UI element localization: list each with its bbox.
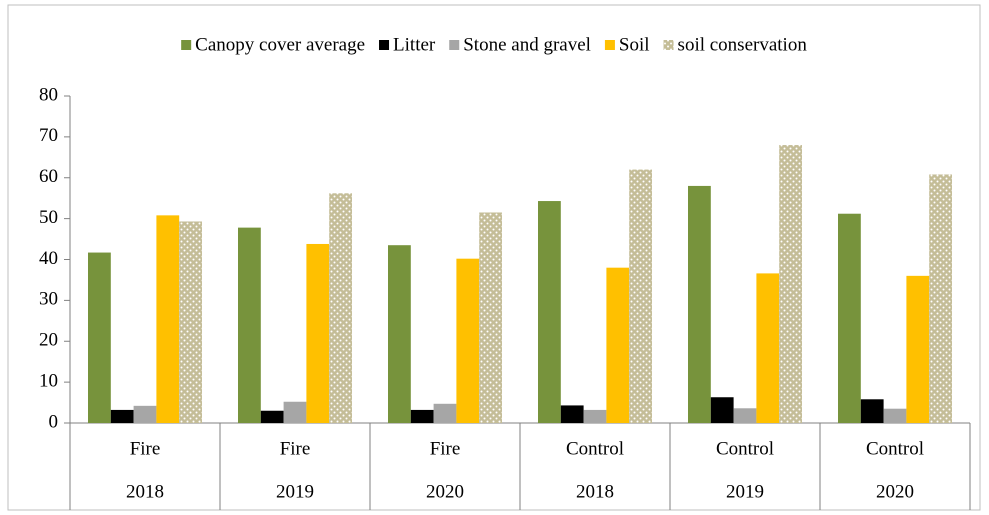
legend-swatch <box>449 40 460 50</box>
y-tick-label: 0 <box>49 411 59 432</box>
bar <box>606 267 630 423</box>
y-tick-label: 60 <box>39 166 58 187</box>
y-tick-label: 10 <box>39 370 58 391</box>
bar <box>779 145 802 424</box>
y-tick-label: 30 <box>39 289 58 310</box>
x-tick-label: 2019 <box>726 481 764 502</box>
bar <box>156 215 180 423</box>
legend-swatch <box>604 40 615 50</box>
x-tick-label: Control <box>866 438 924 459</box>
bar <box>456 258 480 423</box>
bar <box>110 409 134 423</box>
bar <box>688 185 711 423</box>
bar <box>179 221 202 423</box>
bar <box>306 243 330 423</box>
y-tick-label: 40 <box>39 248 58 269</box>
legend-label: Canopy cover average <box>195 34 365 55</box>
bar <box>629 169 652 423</box>
bar <box>479 212 502 423</box>
x-tick-label: Fire <box>430 438 461 459</box>
bar <box>260 410 284 423</box>
bar <box>883 408 907 423</box>
legend-swatch <box>663 40 674 50</box>
legend-item: Canopy cover average <box>181 34 365 55</box>
bar <box>756 273 780 423</box>
legend-label: Litter <box>393 34 436 55</box>
y-tick-label: 20 <box>39 330 58 351</box>
bar <box>329 193 352 423</box>
legend-label: soil conservation <box>678 34 808 55</box>
bar <box>733 408 757 423</box>
x-tick-label: 2018 <box>576 481 614 502</box>
bar <box>410 409 434 423</box>
x-tick-label: 2019 <box>276 481 314 502</box>
x-tick-label: Fire <box>130 438 161 459</box>
bar <box>860 399 884 423</box>
legend-item: Stone and gravel <box>449 34 591 55</box>
legend-item: Litter <box>379 34 436 55</box>
legend-swatch <box>181 40 192 50</box>
x-tick-label: 2020 <box>426 481 464 502</box>
bar <box>388 245 411 423</box>
x-tick-label: Fire <box>280 438 311 459</box>
bar <box>906 275 930 423</box>
bar <box>433 403 457 423</box>
bar <box>710 397 734 423</box>
x-tick-label: Control <box>566 438 624 459</box>
y-tick-label: 70 <box>39 125 58 146</box>
bar <box>560 405 584 423</box>
bar <box>538 201 561 423</box>
bar <box>133 405 157 423</box>
bar <box>929 174 952 423</box>
legend-item: Soil <box>604 34 650 55</box>
y-tick-label: 80 <box>39 84 58 105</box>
legend-item: soil conservation <box>663 34 808 55</box>
bar <box>838 213 861 423</box>
bar <box>283 401 307 423</box>
y-tick-label: 50 <box>39 207 58 228</box>
bar <box>583 409 607 423</box>
x-tick-label: Control <box>716 438 774 459</box>
legend-label: Soil <box>619 34 650 55</box>
x-tick-label: 2018 <box>126 481 164 502</box>
legend-label: Stone and gravel <box>463 34 591 55</box>
legend-swatch <box>379 40 390 50</box>
bar <box>88 252 111 423</box>
bar <box>238 227 261 423</box>
x-tick-label: 2020 <box>876 481 914 502</box>
legend: Canopy cover average Litter Stone and grav… <box>181 34 807 55</box>
